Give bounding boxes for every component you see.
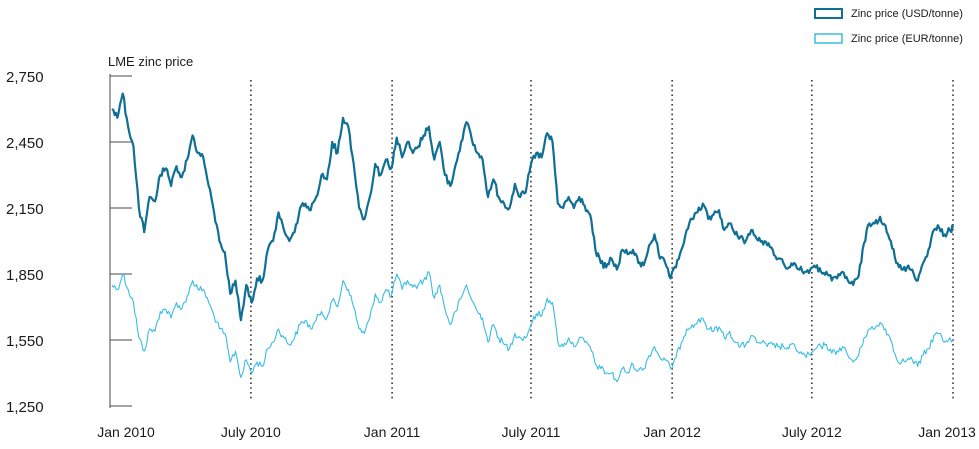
legend-label-usd: Zinc price (USD/tonne) [851, 8, 963, 20]
legend-item-eur: Zinc price (EUR/tonne) [814, 33, 963, 45]
period-dividers [250, 80, 954, 400]
y-tick-label: 1,250 [6, 399, 44, 416]
y-tick-label: 2,450 [6, 135, 44, 152]
y-tick-label: 1,850 [6, 267, 44, 284]
y-tick-label: 2,150 [6, 201, 44, 218]
legend-swatch-usd [814, 8, 843, 19]
legend-swatch-eur [814, 33, 843, 44]
series-lines [111, 92, 955, 383]
x-tick-label: July 2012 [782, 424, 842, 440]
x-tick-label: Jan 2013 [918, 424, 976, 440]
x-axis: Jan 2010 July 2010 Jan 2011 July 2011 Jan 20… [97, 424, 976, 440]
y-axis-title: LME zinc price [108, 54, 193, 69]
y-tick-label: 1,550 [6, 333, 44, 350]
x-tick-label: July 2010 [221, 424, 281, 440]
y-tick-label: 2,750 [6, 69, 44, 86]
series-line-usd [111, 92, 955, 322]
x-tick-label: July 2011 [502, 424, 561, 440]
series-line-eur [111, 271, 954, 383]
x-tick-label: Jan 2012 [643, 424, 701, 440]
legend-label-eur: Zinc price (EUR/tonne) [851, 33, 963, 45]
x-tick-label: Jan 2011 [364, 424, 421, 440]
legend: Zinc price (USD/tonne) Zinc price (EUR/t… [814, 8, 963, 45]
legend-item-usd: Zinc price (USD/tonne) [814, 8, 963, 20]
y-axis: 2,750 2,450 2,150 1,850 1,550 1,250 [6, 69, 132, 416]
x-tick-label: Jan 2010 [97, 424, 155, 440]
